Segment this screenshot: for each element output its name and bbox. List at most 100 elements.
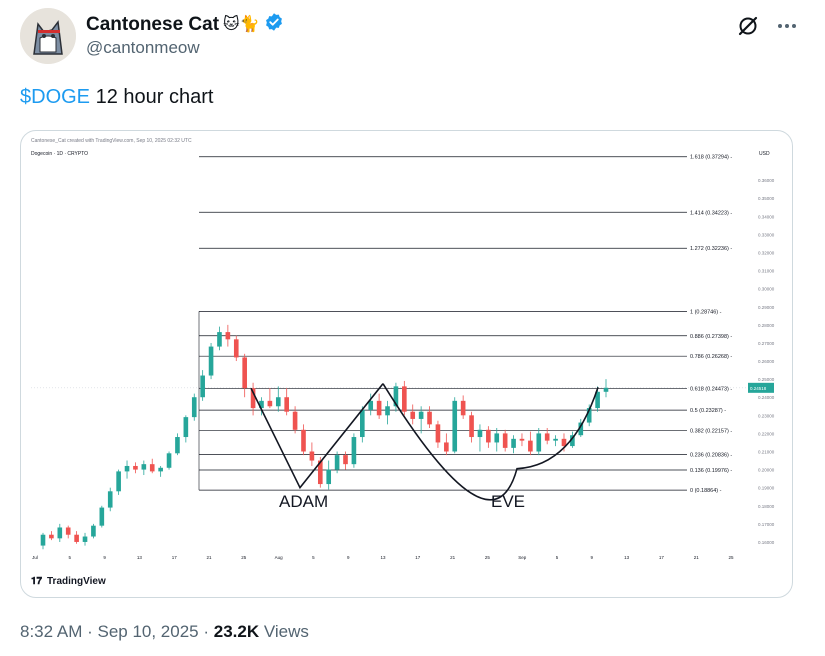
candle-body (149, 464, 155, 472)
y-tick-label: 0.25000 (758, 377, 775, 382)
candle-body (519, 438, 525, 441)
adam-pattern-line (250, 383, 384, 490)
candle-body (477, 429, 483, 438)
fib-level-label: 1.272 (0.32236) - (690, 246, 732, 252)
candle-body (343, 455, 348, 465)
cashtag-link[interactable]: $DOGE (20, 86, 91, 108)
candle-body (175, 437, 180, 454)
candle-body (544, 433, 550, 441)
tweet-body: 12 hour chart (90, 86, 214, 108)
candle-body (292, 411, 298, 430)
grok-icon[interactable] (736, 14, 760, 38)
candle-body (410, 411, 416, 419)
more-icon[interactable] (774, 14, 800, 38)
fib-level-label: 0 (0.18864) - (690, 488, 722, 494)
tradingview-watermark: TradingView (47, 576, 106, 587)
x-tick-label: Aug (275, 555, 284, 560)
y-tick-label: 0.21000 (758, 450, 775, 455)
y-tick-label: 0.24000 (758, 395, 775, 400)
x-tick-label: 9 (347, 555, 350, 560)
candle-body (116, 471, 121, 492)
tweet-time[interactable]: 8:32 AM (20, 622, 83, 641)
candle-body (267, 400, 273, 407)
views-count: 23.2K (213, 622, 260, 641)
candle-body (183, 417, 189, 438)
candle-body (486, 429, 491, 443)
candle-body (368, 400, 374, 410)
tradingview-logo-icon: 𝟏𝟕 (31, 576, 43, 587)
candle-body (553, 438, 558, 441)
x-tick-label: 25 (485, 555, 491, 560)
candle-body (107, 491, 113, 508)
cat-avatar-icon[interactable] (20, 8, 76, 64)
x-tick-label: 17 (415, 555, 421, 560)
candle-body (536, 433, 542, 452)
candle-body (317, 460, 323, 485)
y-tick-label: 0.19000 (758, 486, 775, 491)
x-tick-label: 13 (380, 555, 386, 560)
candle-body (570, 435, 575, 447)
candle-body (158, 467, 163, 472)
candle-body (444, 442, 449, 452)
candle-body (427, 411, 432, 425)
candle-body (49, 534, 54, 539)
author-handle[interactable]: @cantonmeow (86, 38, 200, 57)
x-tick-label: 21 (450, 555, 456, 560)
fib-level-label: 0.618 (0.24473) - (690, 387, 732, 393)
author-display-name[interactable]: Cantonese Cat (86, 13, 220, 35)
chart-image[interactable]: Cantonese_Cat created with TradingView.c… (20, 130, 793, 598)
fib-level-label: 0.786 (0.26268) - (690, 354, 732, 360)
candle-body (309, 451, 315, 461)
x-tick-label: 21 (206, 555, 212, 560)
fib-level-label: 0.382 (0.22157) - (690, 429, 732, 435)
x-tick-label: 17 (659, 555, 665, 560)
candle-body (494, 433, 500, 443)
eve-label: EVE (491, 492, 525, 511)
chart-header-text: Cantonese_Cat created with TradingView.c… (31, 138, 192, 144)
separator: · (82, 622, 98, 641)
candle-body (74, 534, 79, 542)
candle-body (124, 465, 130, 472)
x-tick-label: 13 (624, 555, 630, 560)
y-tick-label: 0.31000 (758, 269, 775, 274)
fib-level-label: 0.136 (0.19976) - (690, 468, 732, 474)
x-tick-label: 25 (728, 555, 734, 560)
y-tick-label: 0.22000 (758, 431, 775, 436)
x-tick-label: 25 (241, 555, 247, 560)
y-tick-label: 0.16000 (758, 540, 775, 545)
candle-body (191, 397, 197, 418)
x-tick-label: 9 (103, 555, 106, 560)
candle-body (225, 332, 231, 340)
y-tick-label: 0.32000 (758, 251, 775, 256)
candle-body (502, 433, 508, 448)
candle-body (57, 527, 63, 539)
last-price-tag (748, 382, 774, 393)
candle-body (586, 408, 592, 423)
y-tick-label: 0.17000 (758, 522, 775, 527)
y-tick-label: 0.28000 (758, 323, 775, 328)
candle-body (259, 400, 264, 409)
y-tick-label: 0.30000 (758, 287, 775, 292)
fib-level-label: 1.414 (0.34223) - (690, 210, 732, 216)
y-tick-label: 0.36000 (758, 178, 775, 183)
verified-badge-icon[interactable] (264, 12, 284, 37)
candle-body (385, 406, 390, 416)
candlestick-chart: Cantonese_Cat created with TradingView.c… (31, 138, 775, 587)
tweet-date[interactable]: Sep 10, 2025 (97, 622, 199, 641)
y-tick-label: 0.23000 (758, 413, 775, 418)
candle-body (334, 455, 340, 470)
candle-body (217, 332, 222, 347)
x-tick-label: 9 (591, 555, 594, 560)
candle-body (275, 397, 281, 407)
candle-body (528, 440, 533, 452)
fib-level-label: 1.618 (0.37294) - (690, 155, 732, 161)
x-tick-label: 21 (694, 555, 700, 560)
eve-pattern-line (382, 383, 599, 501)
x-tick-label: 13 (137, 555, 143, 560)
candle-body (418, 411, 424, 419)
candle-body (141, 464, 147, 470)
candle-body (402, 386, 407, 412)
y-tick-label: 0.26000 (758, 359, 775, 364)
candle-body (603, 387, 609, 392)
candle-body (326, 469, 332, 485)
